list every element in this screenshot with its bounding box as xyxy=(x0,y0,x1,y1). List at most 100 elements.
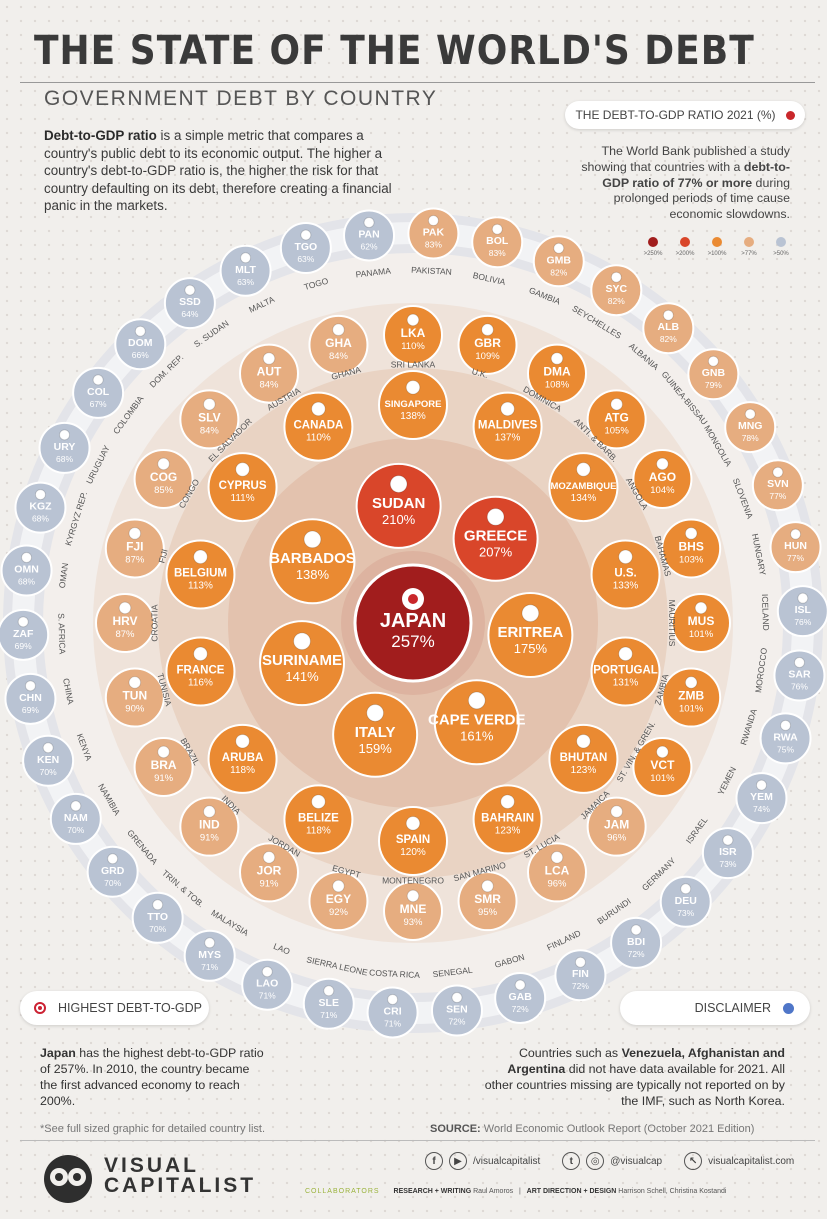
flag-icon xyxy=(235,462,250,477)
country-value: 73% xyxy=(677,908,694,918)
japan-note: Japan has the highest debt-to-GDP ratio … xyxy=(40,1045,270,1109)
country-value: 118% xyxy=(306,825,331,836)
legend-label: >100% xyxy=(707,251,727,257)
bubble-circle xyxy=(114,318,167,371)
country-code: TTO xyxy=(147,911,168,923)
bubble-circle xyxy=(769,521,822,574)
flag-icon xyxy=(481,323,494,337)
bubble-circle xyxy=(49,792,102,845)
bubble-circle xyxy=(378,806,448,876)
country-value: 72% xyxy=(448,1017,465,1027)
bubble-circle xyxy=(383,881,443,941)
country-value: 77% xyxy=(769,491,786,501)
flag-icon xyxy=(184,284,196,296)
country-code: COG xyxy=(150,470,177,484)
legend-item: >50% xyxy=(768,237,794,257)
bubble-circle xyxy=(133,737,194,797)
bubble-circle xyxy=(163,277,216,330)
intro-rest: is a simple metric that compares a count… xyxy=(44,128,392,213)
country-value: 120% xyxy=(400,847,426,858)
flag-icon xyxy=(680,883,692,895)
country-code: PORTUGAL xyxy=(593,665,658,677)
flag-icon xyxy=(332,323,345,337)
country-code: GREECE xyxy=(464,528,527,545)
country-value: 123% xyxy=(571,765,597,776)
cursor-icon[interactable]: ↖ xyxy=(684,1152,703,1170)
logo-text-visual: VISUAL xyxy=(104,1154,200,1177)
flag-icon xyxy=(550,352,564,365)
flag-icon xyxy=(618,549,633,565)
facebook-icon[interactable]: f xyxy=(425,1152,443,1170)
flag-icon xyxy=(240,252,252,264)
country-code: BARBADOS xyxy=(269,550,356,567)
country-code: LAO xyxy=(256,978,278,990)
flag-icon xyxy=(293,632,311,651)
flag-icon xyxy=(311,401,326,417)
flag-icon xyxy=(684,676,698,689)
flag-icon xyxy=(684,527,698,540)
country-code: MLT xyxy=(235,264,256,276)
bubble-circle xyxy=(735,772,788,825)
country-code: ERITREA xyxy=(497,624,563,641)
visual-capitalist-logo[interactable]: VISUAL CAPITALIST xyxy=(38,1150,253,1204)
flag-icon xyxy=(92,374,104,386)
disc-b: did not have data available for 2021. Al… xyxy=(484,1062,785,1108)
flag-icon xyxy=(722,834,734,846)
country-value: 131% xyxy=(613,678,639,689)
country-value: 91% xyxy=(259,878,279,889)
flag-icon xyxy=(193,549,208,565)
country-code: BHS xyxy=(679,539,704,553)
country-code: PAN xyxy=(358,228,379,240)
flag-icon xyxy=(481,879,494,893)
legend-swatch xyxy=(776,237,786,247)
country-code: COL xyxy=(87,386,110,398)
country-value: 108% xyxy=(545,380,570,391)
country-value: 82% xyxy=(550,267,567,277)
flag-icon xyxy=(793,657,805,669)
website-link[interactable]: visualcapitalist.com xyxy=(708,1155,795,1167)
social-fb-handle[interactable]: /visualcapitalist xyxy=(473,1155,541,1167)
country-value: 87% xyxy=(125,554,145,565)
bubble-circle xyxy=(430,984,483,1037)
country-name-label: PAKISTAN xyxy=(411,265,452,277)
country-value: 68% xyxy=(32,514,49,524)
bubble-circle xyxy=(22,734,75,787)
flag-icon xyxy=(491,223,503,235)
country-value: 84% xyxy=(200,425,220,436)
country-code: SLE xyxy=(319,997,339,1009)
country-code: ZAF xyxy=(13,628,34,640)
country-code: SINGAPORE xyxy=(384,399,441,410)
highest-pill: HIGHEST DEBT-TO-GDP xyxy=(20,991,209,1025)
country-code: GNB xyxy=(702,367,726,379)
bubble-circle xyxy=(773,649,826,702)
bubble-circle xyxy=(95,593,155,653)
country-code: DEU xyxy=(675,895,697,907)
legend-label: >250% xyxy=(643,251,663,257)
japan-note-rest: has the highest debt-to-GDP ratio of 257… xyxy=(40,1046,264,1108)
bubble-circle xyxy=(457,871,518,932)
flag-icon xyxy=(17,616,29,628)
social-tw-handle[interactable]: @visualcap xyxy=(610,1155,663,1167)
twitter-icon[interactable]: t xyxy=(562,1152,581,1170)
flag-icon xyxy=(303,530,322,549)
flag-icon xyxy=(235,733,250,749)
country-code: SURINAME xyxy=(262,652,342,669)
youtube-icon[interactable]: ▶ xyxy=(449,1152,467,1170)
country-value: 91% xyxy=(154,773,174,784)
instagram-icon[interactable]: ◎ xyxy=(586,1152,605,1170)
flag-icon xyxy=(261,966,273,978)
country-value: 123% xyxy=(495,825,521,836)
